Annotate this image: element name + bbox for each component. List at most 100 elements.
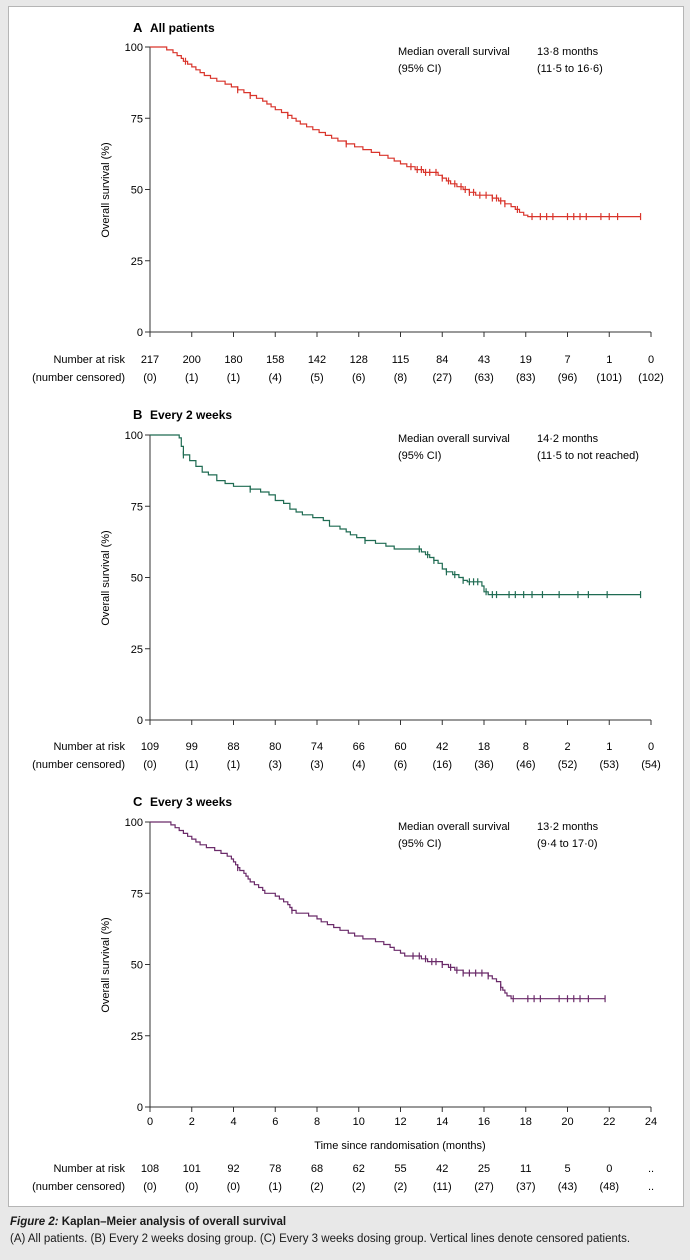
y-tick-label: 75: [131, 888, 143, 900]
panel-c-risk-label: Number at risk: [53, 1163, 125, 1175]
at-risk-value: 42: [436, 741, 448, 753]
y-tick-label: 75: [131, 501, 143, 513]
censored-count: (27): [474, 1181, 494, 1193]
at-risk-value: 60: [394, 741, 406, 753]
at-risk-value: 25: [478, 1163, 490, 1175]
y-tick-label: 25: [131, 256, 143, 268]
panel-a-risk-label: Number at risk: [53, 354, 125, 366]
y-tick-label: 50: [131, 960, 143, 972]
at-risk-value: 66: [353, 741, 365, 753]
at-risk-value: 180: [224, 354, 242, 366]
panel-a: A All patients Overall survival (%) Medi…: [32, 20, 664, 384]
x-tick-label: 8: [314, 1116, 320, 1128]
x-tick-label: 4: [230, 1116, 236, 1128]
at-risk-value: 2: [564, 741, 570, 753]
at-risk-value: 19: [520, 354, 532, 366]
censored-count: (1): [227, 372, 240, 384]
x-tick-label: 20: [561, 1116, 573, 1128]
y-tick-label: 25: [131, 644, 143, 656]
at-risk-value: 84: [436, 354, 448, 366]
panel-a-ci-label: (95% CI): [398, 63, 441, 75]
panel-a-ci-value: (11·5 to 16·6): [537, 63, 603, 75]
panel-a-letter: A: [133, 20, 143, 35]
panel-b-risk-label: Number at risk: [53, 741, 125, 753]
at-risk-value: 5: [564, 1163, 570, 1175]
panel-a-median-value: 13·8 months: [537, 46, 599, 58]
at-risk-value: 128: [350, 354, 368, 366]
x-tick-label: 2: [189, 1116, 195, 1128]
censored-count: (96): [558, 372, 578, 384]
censored-count: (101): [596, 372, 622, 384]
at-risk-value: 108: [141, 1163, 159, 1175]
panel-c-median-value: 13·2 months: [537, 821, 599, 833]
y-tick-label: 0: [137, 715, 143, 727]
panel-a-censored-label: (number censored): [32, 372, 125, 384]
panel-b: B Every 2 weeks Overall survival (%) Med…: [32, 407, 661, 771]
censored-count: (48): [599, 1181, 619, 1193]
panel-b-survival-curve: [150, 434, 641, 596]
panel-b-letter: B: [133, 407, 142, 422]
censored-count: (16): [432, 759, 452, 771]
panel-c-xlabel: Time since randomisation (months): [314, 1140, 485, 1152]
at-risk-value: 109: [141, 741, 159, 753]
censored-count: (0): [143, 372, 156, 384]
at-risk-value: 0: [606, 1163, 612, 1175]
at-risk-value: 43: [478, 354, 490, 366]
censored-count: (4): [269, 372, 282, 384]
y-tick-label: 0: [137, 1102, 143, 1114]
censored-count: (43): [558, 1181, 578, 1193]
caption-label: Figure 2:: [10, 1216, 59, 1228]
at-risk-value: 0: [648, 741, 654, 753]
y-tick-label: 50: [131, 185, 143, 197]
y-tick-label: 100: [125, 430, 143, 442]
at-risk-value: 115: [392, 354, 410, 366]
censored-count: (1): [227, 759, 240, 771]
at-risk-value: 11: [520, 1163, 531, 1175]
panel-c-censored-label: (number censored): [32, 1181, 125, 1193]
y-tick-label: 0: [137, 327, 143, 339]
censored-count: (1): [269, 1181, 282, 1193]
censored-count: (53): [599, 759, 619, 771]
censored-count: (3): [269, 759, 282, 771]
censored-count: (2): [352, 1181, 365, 1193]
at-risk-value: 55: [394, 1163, 406, 1175]
at-risk-value: 8: [523, 741, 529, 753]
censored-count: (4): [352, 759, 365, 771]
at-risk-value: 80: [269, 741, 281, 753]
censored-count: (6): [352, 372, 365, 384]
censored-count: (36): [474, 759, 494, 771]
at-risk-value: 42: [436, 1163, 448, 1175]
panel-b-median-label: Median overall survival: [398, 433, 510, 445]
censored-count: (5): [310, 372, 323, 384]
censored-count: (52): [558, 759, 578, 771]
censored-count: (37): [516, 1181, 536, 1193]
panel-b-median-value: 14·2 months: [537, 433, 599, 445]
caption-title: Kaplan–Meier analysis of overall surviva…: [58, 1216, 287, 1228]
x-tick-label: 16: [478, 1116, 490, 1128]
at-risk-value: 158: [266, 354, 284, 366]
at-risk-value: 99: [186, 741, 198, 753]
at-risk-value: ..: [648, 1163, 654, 1175]
censored-count: (6): [394, 759, 407, 771]
y-tick-label: 50: [131, 573, 143, 585]
x-tick-label: 22: [603, 1116, 615, 1128]
caption-text: (A) All patients. (B) Every 2 weeks dosi…: [10, 1233, 631, 1245]
at-risk-value: 1: [606, 354, 612, 366]
figure-caption: Figure 2: Kaplan–Meier analysis of overa…: [10, 1214, 682, 1248]
km-figure: A All patients Overall survival (%) Medi…: [32, 20, 664, 1193]
x-tick-label: 18: [520, 1116, 532, 1128]
figure-panel: [8, 6, 684, 1207]
panel-b-censored-label: (number censored): [32, 759, 125, 771]
panel-c-median-label: Median overall survival: [398, 821, 510, 833]
panel-c-ylabel: Overall survival (%): [100, 917, 112, 1012]
panel-c-letter: C: [133, 794, 143, 809]
censored-count: (1): [185, 372, 198, 384]
x-tick-label: 24: [645, 1116, 657, 1128]
panel-a-title: All patients: [150, 21, 215, 35]
censored-count: ..: [648, 1181, 654, 1193]
at-risk-value: 101: [183, 1163, 201, 1175]
panel-b-title: Every 2 weeks: [150, 408, 232, 422]
at-risk-value: 88: [227, 741, 239, 753]
at-risk-value: 74: [311, 741, 323, 753]
panel-b-ylabel: Overall survival (%): [100, 530, 112, 625]
